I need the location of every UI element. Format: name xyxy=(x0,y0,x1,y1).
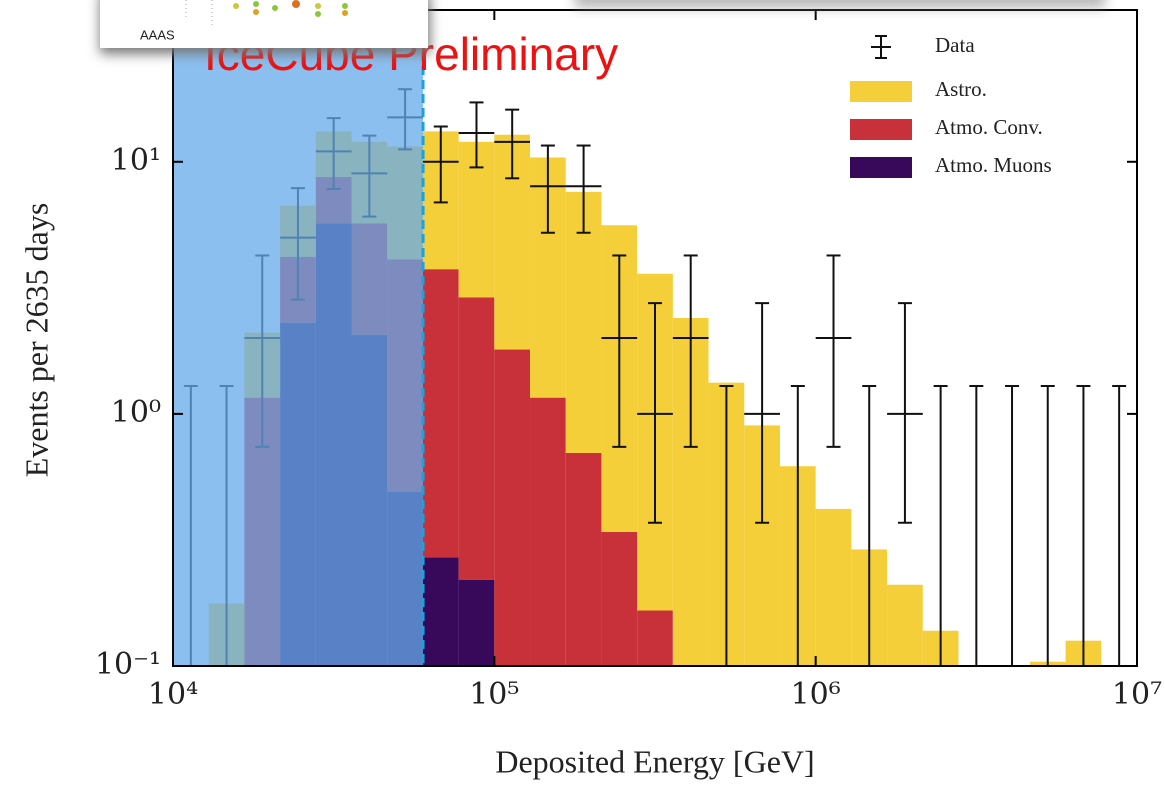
x-tick-label: 10⁴ xyxy=(148,677,198,712)
x-tick-label: 10⁷ xyxy=(1112,677,1162,712)
bar xyxy=(458,579,495,666)
overlay-shadow xyxy=(575,0,1105,8)
bar xyxy=(565,191,602,453)
plot-frame xyxy=(172,9,1138,667)
bar xyxy=(565,452,602,666)
x-tick-label: 10⁶ xyxy=(791,677,841,712)
y-tick-label: 10¹ xyxy=(111,143,161,178)
legend: Data Astro. Atmo. Conv. Atmo. Muons xyxy=(850,33,1052,178)
y-tick-label: 10⁰ xyxy=(111,395,161,430)
legend-swatch xyxy=(850,157,912,178)
bar xyxy=(422,557,459,666)
y-axis-label: Events per 2635 days xyxy=(18,203,54,478)
bar xyxy=(815,508,852,666)
legend-label: Atmo. Muons xyxy=(935,153,1052,177)
bar xyxy=(601,532,638,666)
legend-swatch xyxy=(850,119,912,140)
legend-label: Data xyxy=(935,33,975,57)
legend-label: Atmo. Conv. xyxy=(935,115,1043,139)
inset-dots xyxy=(185,0,348,25)
bar xyxy=(458,297,495,580)
x-tick-label: 10⁵ xyxy=(469,677,519,712)
bar xyxy=(494,349,531,666)
x-axis-label: Deposited Energy [GeV] xyxy=(495,743,814,779)
legend-label: Astro. xyxy=(935,77,987,101)
bar xyxy=(422,269,459,558)
shaded-region xyxy=(173,10,424,666)
y-tick-label: 10⁻¹ xyxy=(95,647,161,682)
bar xyxy=(887,584,923,666)
inset-caption: AAAS xyxy=(140,27,175,42)
legend-swatch xyxy=(850,81,912,102)
bar xyxy=(637,610,673,666)
inset-image xyxy=(100,0,428,48)
bar xyxy=(530,397,566,666)
